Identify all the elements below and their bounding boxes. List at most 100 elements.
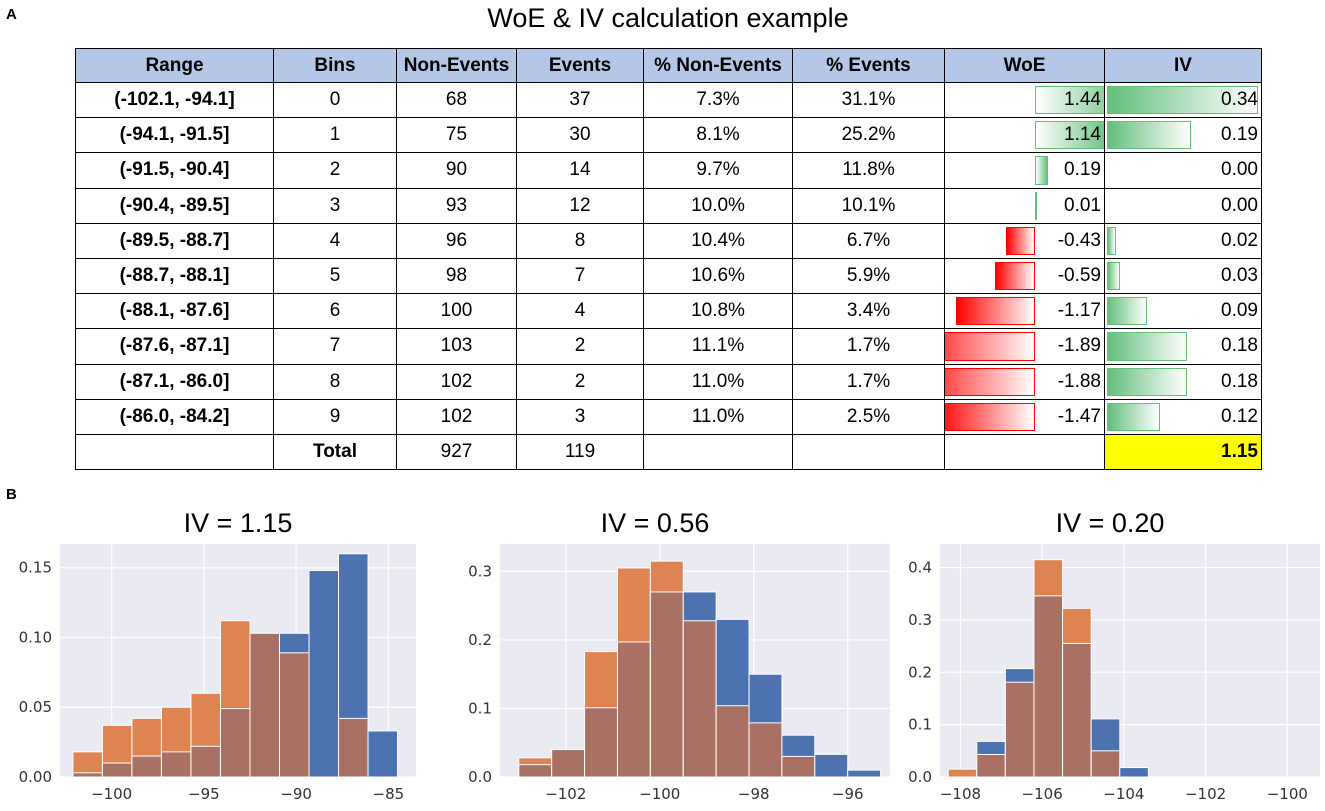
cell-non-events: 100	[396, 293, 517, 330]
bar-overlap	[1004, 681, 1035, 778]
cell-events: 8	[516, 222, 644, 259]
cell-woe: -0.59	[944, 257, 1105, 295]
plot-background	[940, 544, 1320, 777]
iv-data-bar	[1107, 367, 1187, 396]
cell-woe: -1.88	[944, 363, 1105, 400]
table-row: (-87.1, -86.0] 8 102 2 11.0% 1.7% -1.88 0.18	[75, 363, 1262, 400]
bar-events	[947, 768, 978, 778]
cell-woe: 1.14	[944, 117, 1105, 154]
bar-overlap	[518, 764, 553, 778]
x-tick-label: −102	[1185, 785, 1226, 803]
cell-woe: -1.17	[944, 293, 1105, 330]
total-empty-cell	[792, 433, 945, 471]
cell-events: 37	[516, 81, 644, 119]
y-tick-label: 0.0	[908, 768, 932, 786]
y-tick-label: 0.1	[468, 699, 492, 717]
iv-value: 0.18	[1221, 370, 1258, 392]
cell-pct-events: 1.7%	[792, 363, 945, 400]
cell-events: 7	[516, 257, 644, 295]
cell-events: 2	[516, 328, 644, 365]
cell-pct-non-events: 11.0%	[643, 363, 793, 400]
total-empty-cell	[643, 433, 793, 471]
header-bins: Bins	[273, 48, 397, 83]
cell-woe: 0.01	[944, 187, 1105, 224]
total-non-events: 927	[396, 433, 517, 471]
iv-value: 0.09	[1221, 300, 1258, 322]
cell-events: 4	[516, 293, 644, 330]
cell-iv: 0.19	[1104, 117, 1262, 154]
y-tick-label: 0.05	[19, 698, 52, 716]
cell-iv: 0.03	[1104, 257, 1262, 295]
x-tick-label: −90	[280, 785, 312, 803]
bar-overlap	[131, 755, 162, 778]
cell-pct-non-events: 10.4%	[643, 222, 793, 259]
cell-range: (-88.1, -87.6]	[75, 293, 274, 330]
y-tick-label: 0.3	[468, 562, 492, 580]
bar-overlap	[748, 722, 783, 778]
bar-non-events	[308, 570, 340, 778]
chart-2-title: IV = 0.56	[600, 508, 710, 538]
bar-overlap	[219, 708, 251, 778]
cell-events: 12	[516, 187, 644, 224]
cell-pct-events: 3.4%	[792, 293, 945, 330]
cell-non-events: 102	[396, 398, 517, 435]
iv-data-bar	[1107, 402, 1161, 431]
cell-bin: 7	[273, 328, 397, 365]
iv-data-bar	[1107, 261, 1121, 291]
iv-value: 0.00	[1221, 159, 1258, 181]
bar-overlap	[682, 620, 717, 778]
table-row: (-88.7, -88.1] 5 98 7 10.6% 5.9% -0.59 0.03	[75, 257, 1262, 295]
cell-pct-events: 5.9%	[792, 257, 945, 295]
chart-1-title: IV = 1.15	[183, 508, 293, 538]
y-tick-label: 0.4	[908, 559, 932, 577]
woe-data-bar	[1035, 121, 1104, 150]
cell-range: (-88.7, -88.1]	[75, 257, 274, 295]
iv-data-bar	[1107, 332, 1187, 361]
panel-a-label: A	[6, 6, 17, 23]
cell-bin: 9	[273, 398, 397, 435]
iv-data-bar	[1107, 121, 1192, 150]
bar-overlap	[72, 772, 103, 778]
bar-overlap	[584, 707, 618, 778]
y-tick-label: 0.2	[908, 663, 932, 681]
x-tick-label: −104	[1103, 785, 1144, 803]
woe-data-bar	[1035, 86, 1104, 115]
cell-pct-non-events: 11.1%	[643, 328, 793, 365]
total-iv-value: 1.15	[1221, 440, 1258, 462]
bar-non-events	[367, 730, 399, 778]
table-title: WoE & IV calculation example	[487, 3, 849, 33]
total-empty-cell	[75, 433, 274, 471]
woe-value: -0.43	[1057, 229, 1101, 251]
header-pct-events: % Events	[792, 48, 945, 83]
cell-pct-events: 11.8%	[792, 152, 945, 189]
table-row: (-102.1, -94.1] 0 68 37 7.3% 31.1% 1.44 0.34	[75, 81, 1262, 119]
table-row: (-94.1, -91.5] 1 75 30 8.1% 25.2% 1.14 0.19	[75, 117, 1262, 154]
table-row: (-87.6, -87.1] 7 103 2 11.1% 1.7% -1.89 0.18	[75, 328, 1262, 365]
cell-iv: 0.18	[1104, 363, 1262, 400]
woe-value: 0.01	[1064, 194, 1101, 216]
cell-pct-events: 25.2%	[792, 117, 945, 154]
cell-iv: 0.09	[1104, 293, 1262, 330]
iv-value: 0.34	[1221, 89, 1258, 111]
table-row: (-89.5, -88.7] 4 96 8 10.4% 6.7% -0.43 0.02	[75, 222, 1262, 259]
cell-pct-events: 2.5%	[792, 398, 945, 435]
cell-pct-events: 31.1%	[792, 81, 945, 119]
x-tick-label: −108	[940, 785, 981, 803]
table-row: (-86.0, -84.2] 9 102 3 11.0% 2.5% -1.47 0.12	[75, 398, 1262, 435]
x-tick-label: −96	[832, 785, 864, 803]
iv-value: 0.03	[1221, 265, 1258, 287]
header-iv: IV	[1104, 48, 1262, 83]
cell-bin: 8	[273, 363, 397, 400]
cell-woe: 1.44	[944, 81, 1105, 119]
bar-overlap	[1062, 642, 1092, 778]
cell-pct-events: 1.7%	[792, 328, 945, 365]
x-tick-label: −100	[1267, 785, 1308, 803]
x-tick-label: −100	[91, 785, 132, 803]
y-tick-label: 0.2	[468, 631, 492, 649]
cell-bin: 2	[273, 152, 397, 189]
cell-bin: 3	[273, 187, 397, 224]
cell-bin: 5	[273, 257, 397, 295]
table-row: (-91.5, -90.4] 2 90 14 9.7% 11.8% 0.19 0.00	[75, 152, 1262, 189]
cell-pct-non-events: 10.6%	[643, 257, 793, 295]
cell-woe: -1.47	[944, 398, 1105, 435]
